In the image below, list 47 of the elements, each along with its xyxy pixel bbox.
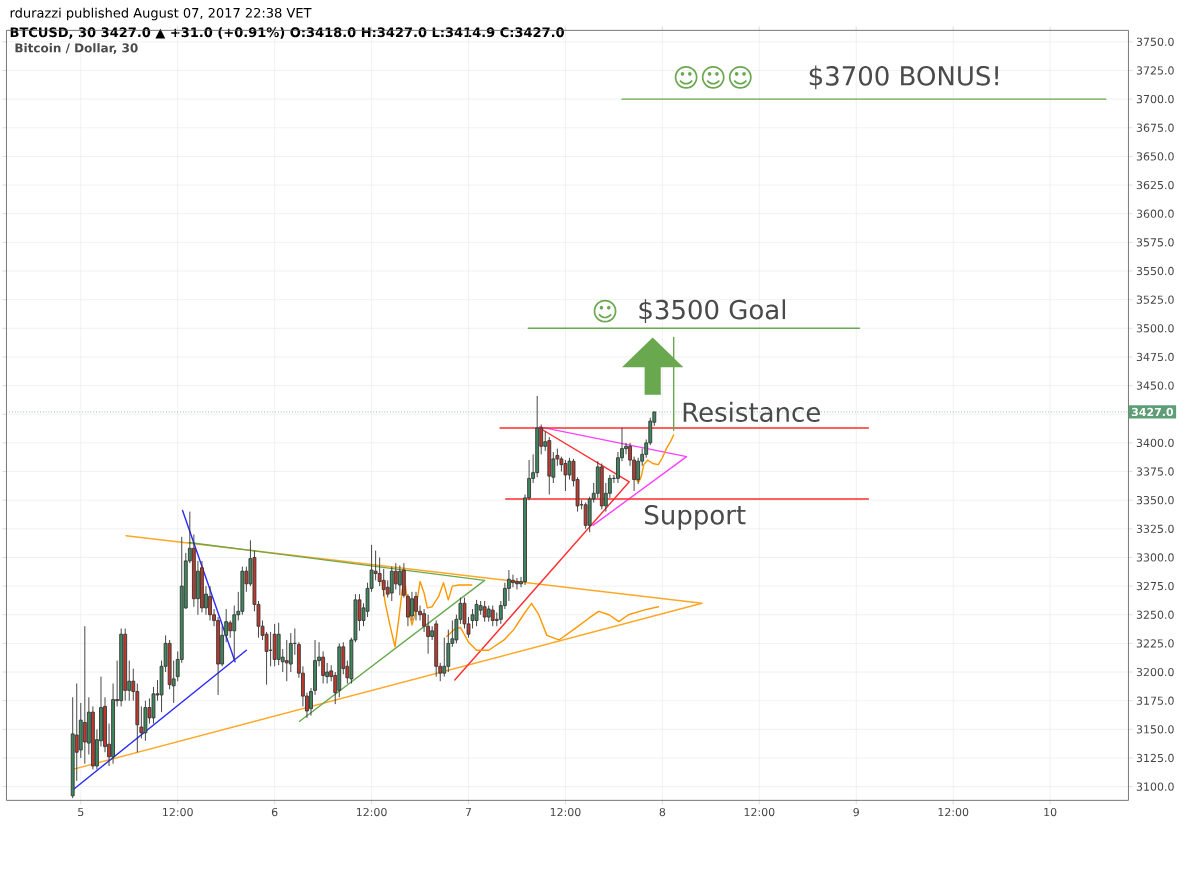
x-tick-label: 12:00 bbox=[163, 807, 193, 817]
y-tick-label: 3400.0 bbox=[1136, 438, 1174, 448]
ref-line-label: 3427.0 bbox=[1131, 407, 1174, 417]
annotation: $3500 Goal bbox=[639, 299, 786, 323]
y-tick-label: 3275.0 bbox=[1136, 581, 1174, 591]
x-tick-label: 5 bbox=[78, 807, 84, 817]
y-tick-label: 3475.0 bbox=[1136, 352, 1174, 362]
annotation: ☺ bbox=[593, 299, 617, 323]
annotation: Support bbox=[645, 504, 746, 530]
annotation: ☺☺☺ bbox=[674, 65, 752, 89]
y-tick-label: 3700.0 bbox=[1136, 94, 1174, 104]
y-tick-label: 3625.0 bbox=[1136, 180, 1174, 190]
y-tick-label: 3300.0 bbox=[1136, 553, 1174, 562]
y-tick-label: 3325.0 bbox=[1136, 524, 1174, 533]
y-tick-label: 3225.0 bbox=[1136, 639, 1174, 648]
y-tick-label: 3150.0 bbox=[1136, 725, 1174, 734]
y-tick-label: 3250.0 bbox=[1136, 610, 1174, 619]
y-tick-label: 3375.0 bbox=[1136, 467, 1174, 476]
y-tick-label: 3500.0 bbox=[1136, 324, 1174, 333]
y-tick-label: 3650.0 bbox=[1136, 152, 1174, 161]
chart-subtitle: BTCUSD, 30 3427.0 ▲ +31.0 (+0.91%) O:3418.0 H:3427.0 L:3414.9 C:3427.0 bbox=[10, 27, 564, 39]
x-tick-label: 12:00 bbox=[744, 807, 775, 817]
y-tick-label: 3675.0 bbox=[1136, 123, 1174, 132]
x-tick-label: 7 bbox=[465, 807, 472, 816]
y-tick-label: 3100.0 bbox=[1136, 782, 1174, 791]
x-tick-label: 8 bbox=[659, 807, 666, 817]
x-tick-label: 10 bbox=[1044, 807, 1057, 817]
y-tick-label: 3550.0 bbox=[1136, 266, 1174, 276]
annotation: $3700 BONUS! bbox=[809, 65, 998, 90]
y-tick-label: 3750.0 bbox=[1136, 37, 1174, 46]
annotation: Bitcoin / Dollar, 30 bbox=[15, 43, 138, 54]
y-tick-label: 3575.0 bbox=[1136, 238, 1174, 247]
y-tick-label: 3525.0 bbox=[1136, 295, 1174, 304]
x-tick-label: 12:00 bbox=[356, 807, 387, 817]
y-tick-label: 3350.0 bbox=[1136, 496, 1174, 505]
x-tick-label: 6 bbox=[271, 807, 278, 817]
y-tick-label: 3450.0 bbox=[1136, 381, 1174, 390]
y-tick-label: 3175.0 bbox=[1136, 696, 1174, 705]
y-tick-label: 3125.0 bbox=[1136, 753, 1174, 763]
x-tick-label: 12:00 bbox=[938, 807, 969, 817]
x-tick-label: 9 bbox=[853, 807, 859, 817]
x-tick-label: 12:00 bbox=[550, 807, 581, 817]
y-tick-label: 3600.0 bbox=[1136, 209, 1174, 218]
annotation: Resistance bbox=[683, 401, 820, 422]
y-tick-label: 3725.0 bbox=[1136, 66, 1174, 75]
y-tick-label: 3200.0 bbox=[1136, 667, 1174, 677]
chart-title: rdurazzi published August 07, 2017 22:38 VET bbox=[10, 7, 312, 21]
